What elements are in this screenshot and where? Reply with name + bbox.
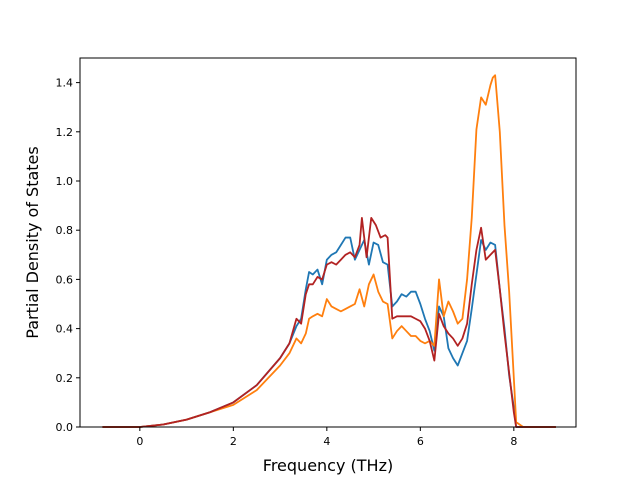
y-tick-label: 0.6: [56, 273, 74, 286]
y-tick-label: 1.2: [56, 126, 74, 139]
x-tick-label: 6: [417, 435, 424, 448]
y-tick-label: 1.4: [56, 77, 74, 90]
plot-frame: [79, 57, 577, 428]
axis-ticks: 0 2 4 6 8 0.0 0.2 0.4 0.6 0.8 1.0 1.2 1.4: [56, 77, 518, 448]
y-tick-label: 0.2: [56, 372, 74, 385]
y-tick-label: 0.8: [56, 224, 74, 237]
y-axis-label: Partial Density of States: [23, 146, 42, 338]
x-tick-label: 4: [323, 435, 330, 448]
series-lines: [102, 74, 556, 428]
y-tick-label: 0.0: [56, 421, 74, 434]
series-line-3: [102, 216, 556, 428]
x-tick-label: 2: [230, 435, 237, 448]
y-tick-label: 0.4: [56, 323, 74, 336]
series-line-2: [102, 74, 556, 428]
x-tick-label: 8: [510, 435, 517, 448]
x-axis-label: Frequency (THz): [263, 456, 393, 475]
y-tick-label: 1.0: [56, 175, 74, 188]
x-tick-label: 0: [136, 435, 143, 448]
